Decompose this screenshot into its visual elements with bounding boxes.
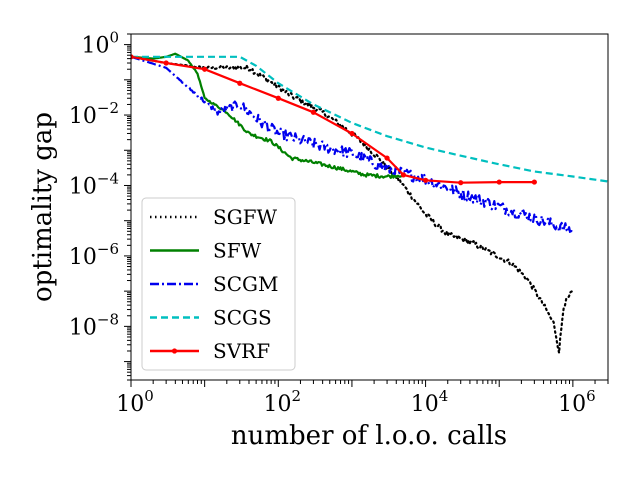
series-line-sfw — [131, 52, 404, 179]
series-marker-svrf — [384, 155, 390, 161]
series-marker-svrf — [400, 172, 407, 178]
legend: SGFW SFW SCGM SCGS SVRF — [141, 197, 296, 371]
legend-label-sgfw: SGFW — [213, 205, 278, 229]
legend-label-scgm: SCGM — [213, 272, 278, 296]
x-axis: 100 102 104 106 — [116, 380, 609, 417]
series-marker-svrf — [422, 177, 429, 183]
series-line-scgm — [131, 55, 574, 235]
x-tick-label: 104 — [411, 387, 449, 417]
y-tick-label: 10−6 — [69, 240, 119, 270]
x-tick-label: 100 — [116, 387, 154, 417]
x-tick-label: 102 — [264, 387, 302, 417]
y-tick-label: 10−4 — [69, 169, 119, 199]
series-marker-svrf — [458, 180, 464, 186]
legend-label-svrf: SVRF — [213, 339, 270, 363]
series-layer — [131, 52, 608, 354]
legend-label-sfw: SFW — [213, 239, 262, 263]
y-tick-label: 10−8 — [69, 310, 119, 340]
series-marker-svrf — [237, 80, 243, 86]
y-tick-label: 10−2 — [69, 99, 119, 129]
series-marker-svrf — [496, 179, 502, 185]
legend-marker-svrf — [171, 348, 178, 354]
series-marker-svrf — [531, 179, 537, 185]
y-tick-label: 100 — [81, 29, 119, 59]
series-marker-svrf — [202, 66, 208, 72]
legend-label-scgs: SCGS — [213, 306, 272, 330]
legend-box — [141, 197, 296, 371]
series-marker-svrf — [349, 130, 355, 137]
x-tick-label: 106 — [558, 387, 596, 417]
series-marker-svrf — [131, 54, 134, 60]
y-axis: 100 10−2 10−4 10−6 10−8 — [69, 29, 131, 381]
x-axis-label: number of l.o.o. calls — [231, 421, 507, 451]
y-axis-label: optimality gap — [28, 112, 58, 302]
series-marker-svrf — [163, 60, 169, 66]
plot-frame — [130, 33, 609, 381]
series-marker-svrf — [275, 95, 281, 101]
series-marker-svrf — [310, 109, 317, 115]
